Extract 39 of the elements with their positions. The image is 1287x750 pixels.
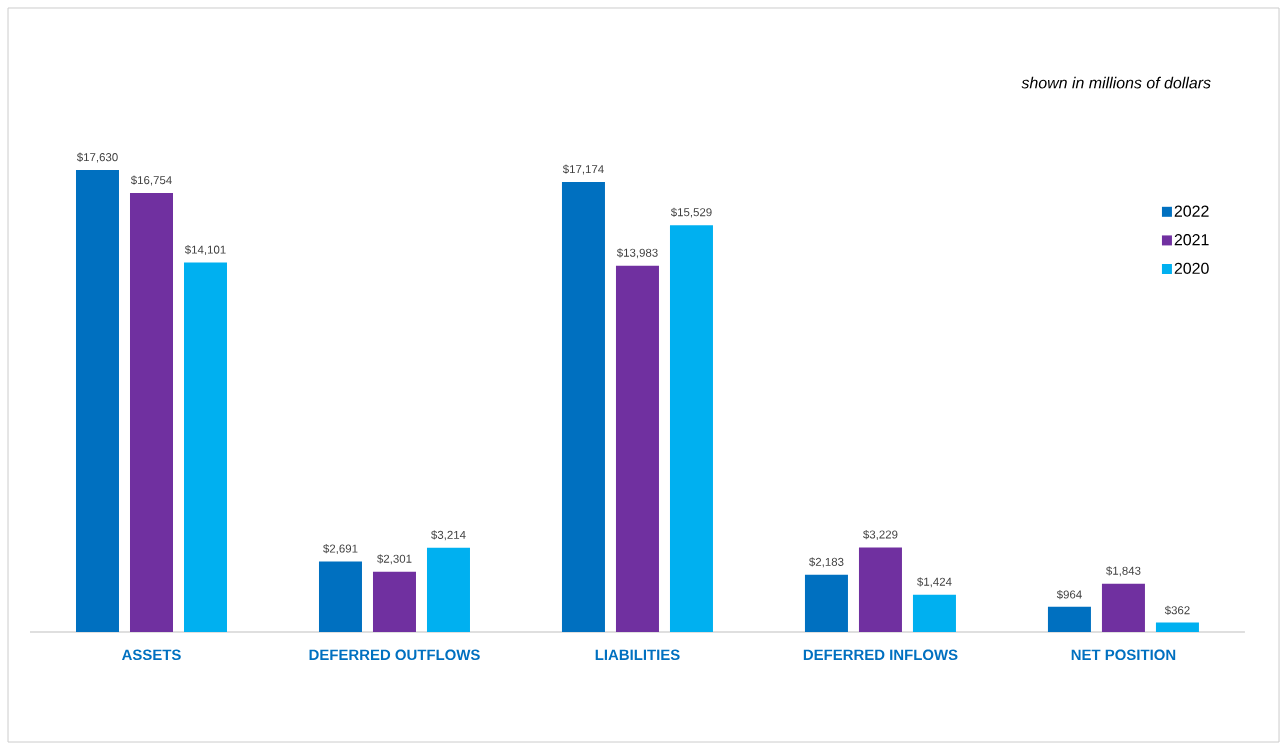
x-tick-label: ASSETS xyxy=(121,649,181,661)
bar xyxy=(858,547,902,632)
data-label: $14,101 xyxy=(184,245,226,256)
data-label: $17,630 xyxy=(76,152,118,163)
data-label: $3,229 xyxy=(863,529,898,540)
data-label: $1,843 xyxy=(1106,566,1141,577)
legend-label: 2021 xyxy=(1174,234,1209,246)
data-label: $3,214 xyxy=(431,530,466,541)
text: shown in millions of dollars xyxy=(1021,76,1211,89)
bar xyxy=(912,594,956,632)
bar xyxy=(318,561,362,632)
bar xyxy=(184,262,227,632)
data-label: $16,754 xyxy=(130,175,172,186)
bar xyxy=(804,574,848,632)
data-label: $2,691 xyxy=(323,544,358,554)
data-label: $13,983 xyxy=(616,248,658,259)
data-label: $362 xyxy=(1164,605,1190,615)
x-tick-label: NET POSITION xyxy=(1071,649,1176,661)
bar xyxy=(372,571,416,632)
x-tick-label: DEFERRED INFLOWS xyxy=(803,649,958,661)
legend-label: 2022 xyxy=(1174,205,1209,217)
legend-label: 2020 xyxy=(1174,262,1209,274)
bar xyxy=(426,547,470,632)
bar xyxy=(1101,583,1145,632)
x-tick-label: LIABILITIES xyxy=(595,649,680,661)
bar xyxy=(615,265,659,632)
bar xyxy=(1047,606,1091,632)
data-label: $17,174 xyxy=(562,164,604,175)
data-label: $2,301 xyxy=(377,554,412,565)
data-label: $964 xyxy=(1056,589,1082,600)
data-label: $1,424 xyxy=(917,577,952,588)
x-tick-label: DEFERRED OUTFLOWS xyxy=(309,649,480,661)
data-label: $15,529 xyxy=(670,207,712,218)
bar xyxy=(1155,622,1199,632)
bar xyxy=(669,225,713,632)
bar xyxy=(75,170,119,632)
bar xyxy=(129,193,173,632)
bar xyxy=(561,182,605,632)
data-label: $2,183 xyxy=(809,557,844,568)
